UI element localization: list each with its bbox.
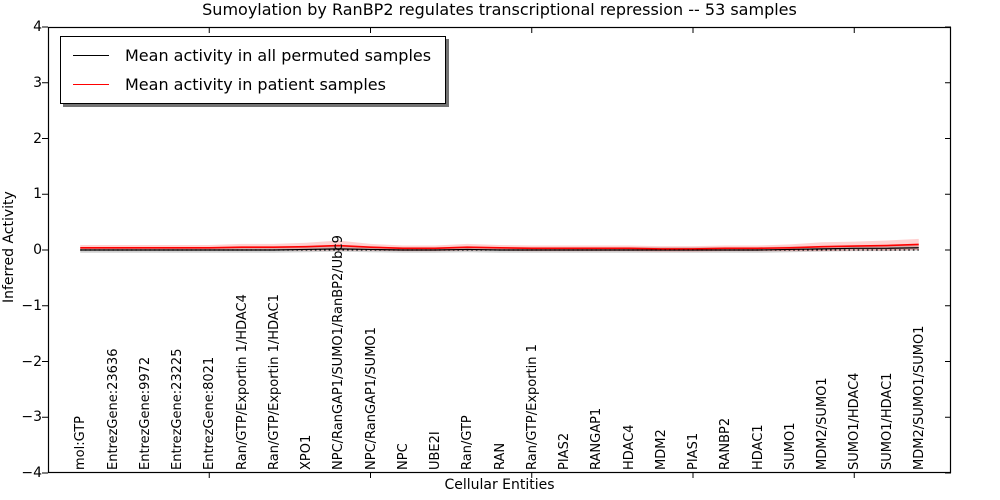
plot-area [42,26,952,478]
x-tick-label: RANGAP1 [589,407,605,470]
legend-line-sample-black [73,55,109,56]
x-tick-label: NPC/RanGAP1/SUMO1 [363,327,379,470]
x-tick-label: SUMO1/HDAC4 [847,372,863,470]
x-tick-label: Ran/GTP/Exportin 1/HDAC1 [266,294,282,470]
x-tick-label: HDAC1 [750,424,766,470]
y-tick-label: −1 [21,297,42,314]
y-tick-label: 0 [33,242,42,258]
x-tick-label: UBE2I [428,431,443,470]
permuted-std-band [80,244,919,253]
x-tick-label: SUMO1 [782,422,798,471]
x-axis-label: Cellular Entities [444,477,555,493]
legend-line-sample-red [73,84,109,85]
chart-title: Sumoylation by RanBP2 regulates transcri… [202,0,797,19]
x-tick-label: PIAS2 [557,432,572,470]
x-tick-label: EntrezGene:23636 [105,348,121,470]
x-tick-label: SUMO1/HDAC1 [879,372,895,470]
y-tick-label: 2 [33,130,42,147]
x-tick-label: NPC/RanGAP1/SUMO1/RanBP2/Ubc9 [331,235,347,470]
x-tick-label: MDM2/SUMO1/SUMO1 [911,325,927,470]
y-tick-label: −3 [21,409,42,426]
x-tick-label: XPO1 [299,434,314,470]
x-tick-label: EntrezGene:8021 [202,356,218,470]
x-tick-label: EntrezGene:9972 [137,356,153,470]
y-tick-label: 4 [33,19,42,35]
chart-canvas [42,26,952,478]
legend-label: Mean activity in patient samples [125,75,386,94]
x-tick-label: RAN [492,442,508,470]
patient-mean-line [80,243,919,250]
y-tick-label: −2 [21,353,42,370]
x-tick-label: PIAS1 [686,432,701,470]
x-tick-label: RANBP2 [718,417,734,470]
x-tick-label: EntrezGene:23225 [170,348,185,470]
x-tick-label: Ran/GTP [460,415,476,470]
x-tick-label: MDM2 [653,429,669,470]
x-tick-label: NPC [395,443,411,470]
x-tick-label: MDM2/SUMO1 [815,377,830,470]
legend-label: Mean activity in all permuted samples [125,46,432,65]
y-tick-label: 3 [33,74,42,91]
y-tick-label: 1 [33,186,42,203]
x-tick-label: mol:GTP [73,416,89,470]
y-tick-label: −4 [21,465,42,481]
legend-item-patient: Mean activity in patient samples [73,70,431,99]
legend: Mean activity in all permuted samples Me… [60,36,447,104]
x-tick-label: Ran/GTP/Exportin 1/HDAC4 [234,294,250,470]
x-tick-label: Ran/GTP/Exportin 1 [524,344,540,470]
x-tick-label: HDAC4 [621,424,637,470]
legend-item-permuted: Mean activity in all permuted samples [73,41,431,70]
